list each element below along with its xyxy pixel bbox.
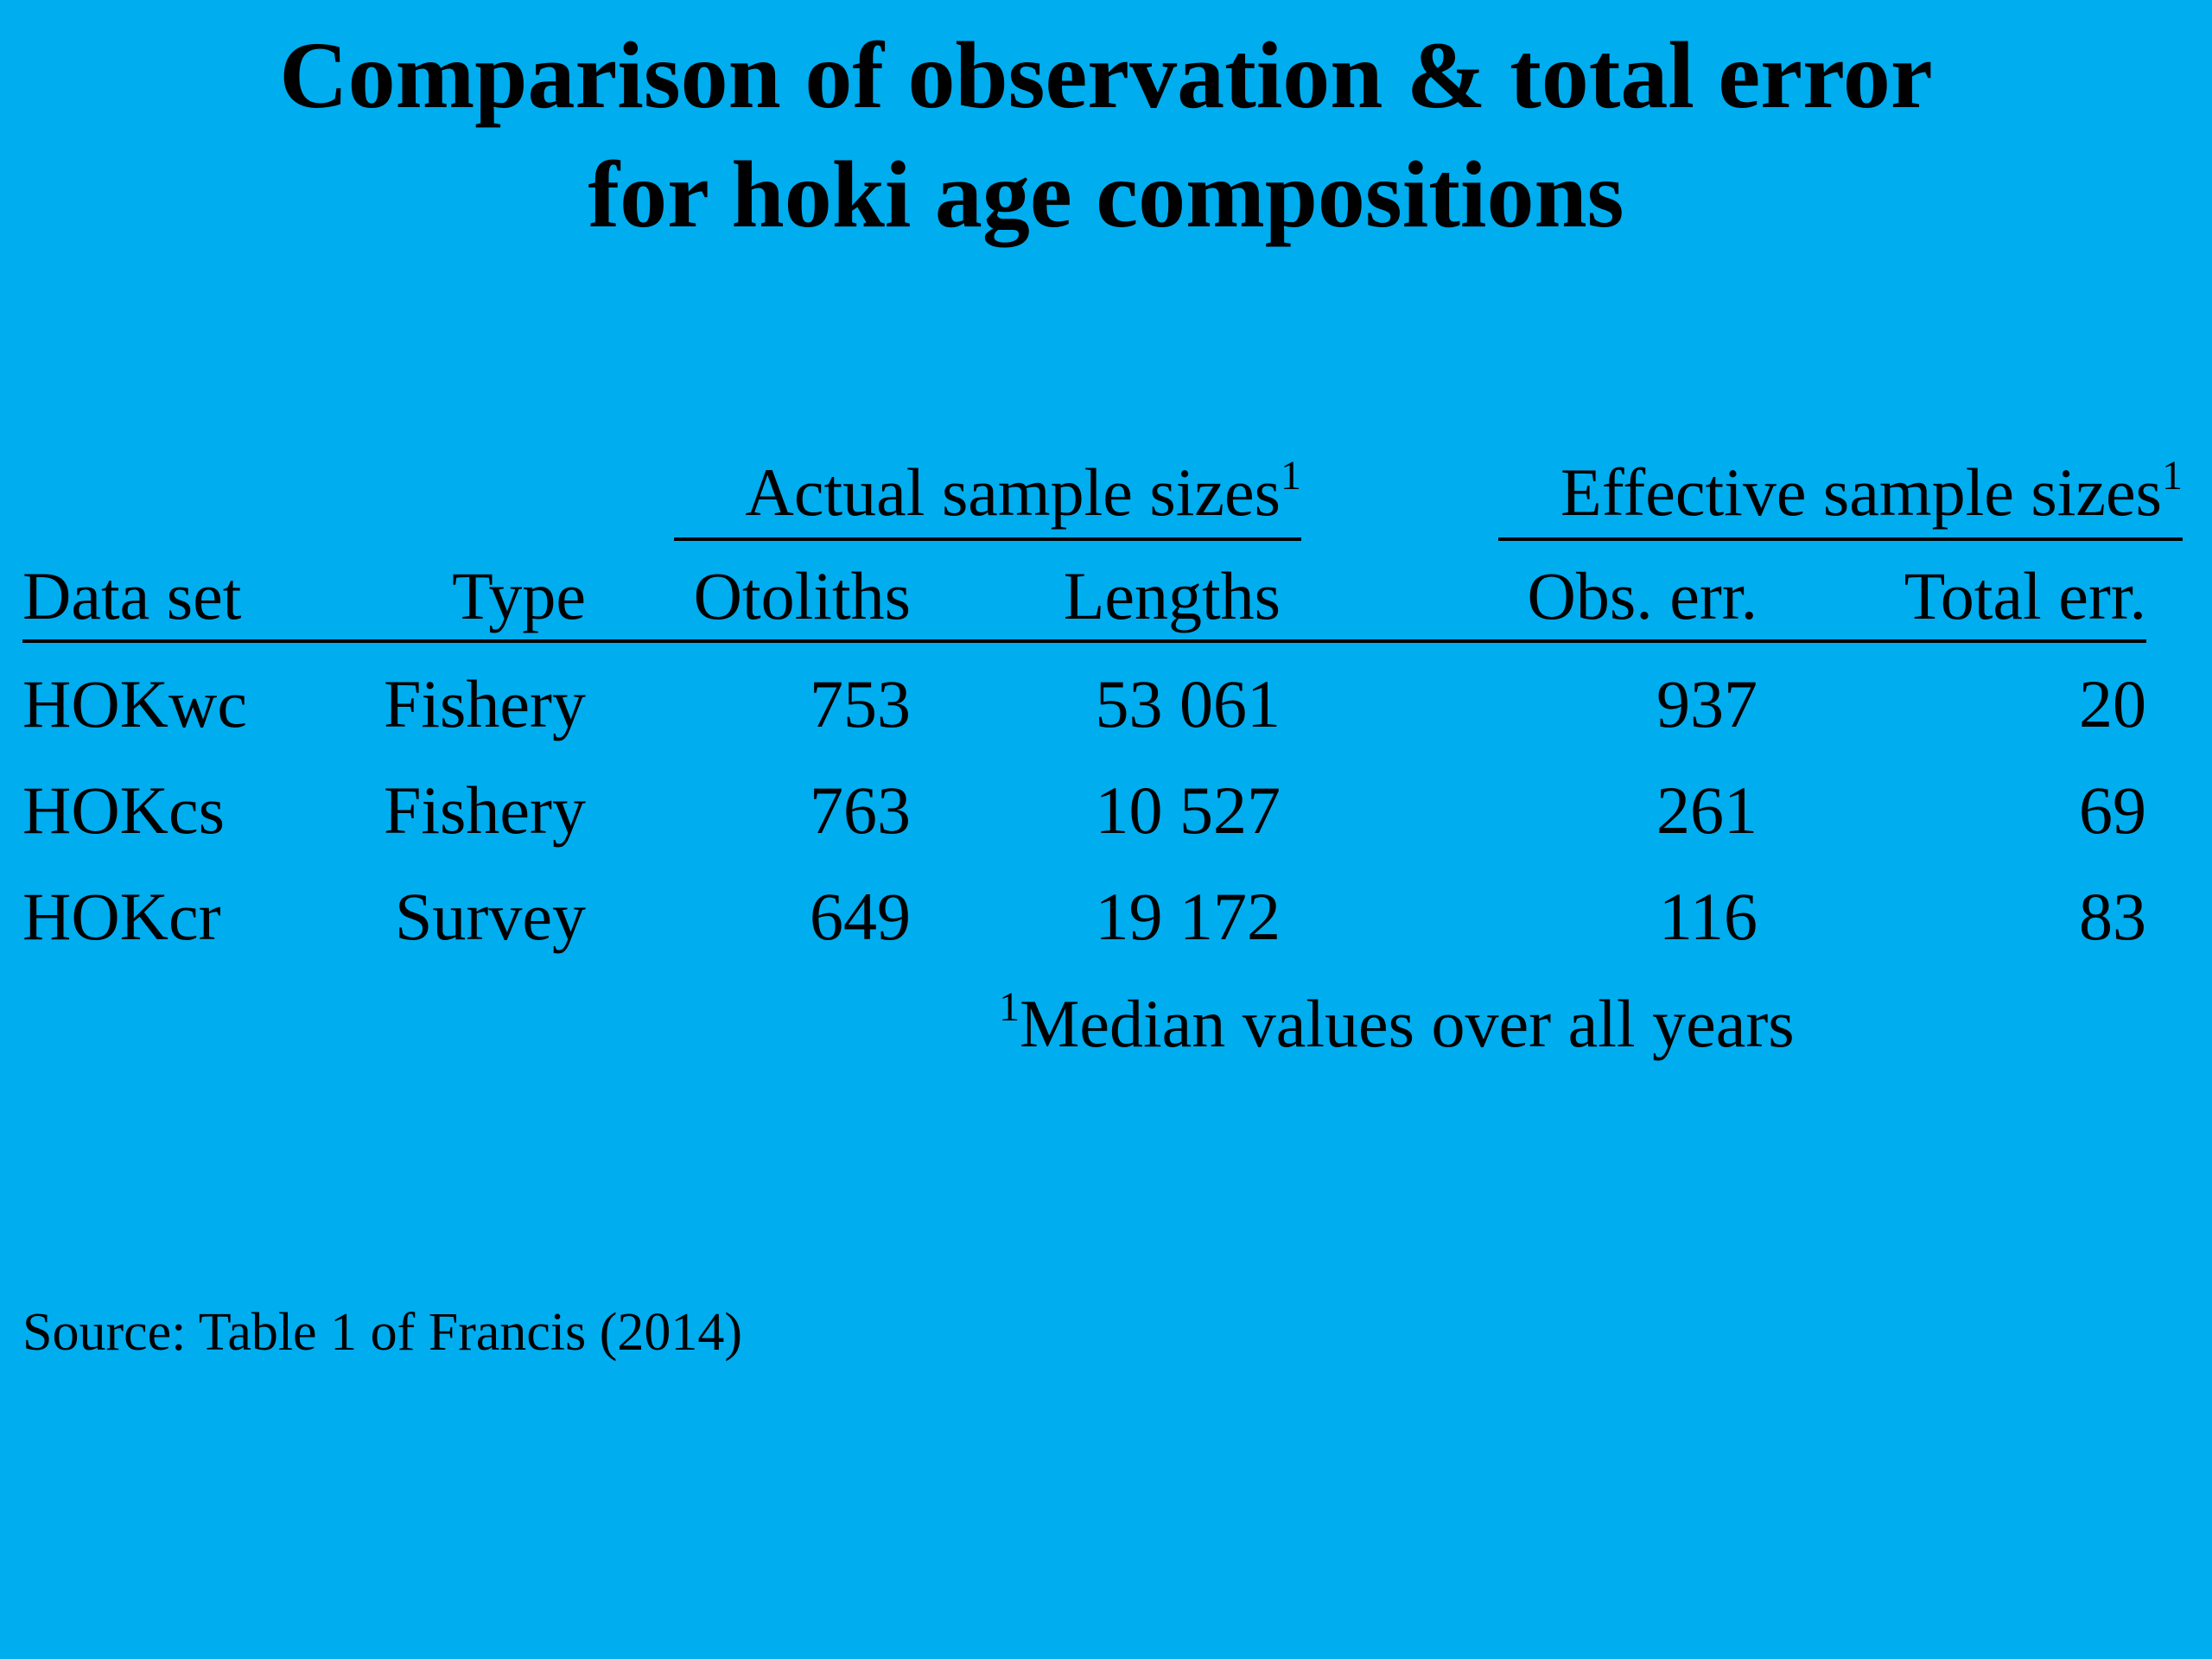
column-header-otoliths: Otoliths xyxy=(693,558,911,633)
table-cell-otoliths: 649 xyxy=(810,879,911,954)
source-citation: Source: Table 1 of Francis (2014) xyxy=(22,1303,743,1362)
table-cell-data-set: HOKcr xyxy=(22,879,221,954)
column-header-data-set: Data set xyxy=(22,558,242,633)
effective-sample-sizes-label: Effective sample sizes xyxy=(1560,454,2162,530)
table-cell-otoliths: 763 xyxy=(810,772,911,848)
effective-sample-sizes-header: Effective sample sizes1 xyxy=(1498,449,2183,541)
table-cell-type: Fishery xyxy=(384,772,586,848)
footnote-text: Median values over all years xyxy=(1020,986,1795,1061)
table-cell-otoliths: 753 xyxy=(810,666,911,741)
slide-title: Comparison of observation & total error … xyxy=(0,16,2212,254)
table-cell-obs-err: 937 xyxy=(1656,666,1758,741)
table-cell-data-set: HOKwc xyxy=(22,666,247,741)
table-cell-type: Fishery xyxy=(384,666,586,741)
actual-sample-sizes-header: Actual sample sizes1 xyxy=(674,449,1301,541)
table-cell-obs-err: 261 xyxy=(1656,772,1758,848)
table-cell-data-set: HOKcs xyxy=(22,772,225,848)
title-line-2: for hoki age compositions xyxy=(588,142,1624,247)
table-cell-lengths: 19 172 xyxy=(1095,879,1281,954)
table-cell-total-err: 69 xyxy=(2079,772,2146,848)
actual-footnote-marker: 1 xyxy=(1281,453,1301,499)
table-cell-lengths: 53 061 xyxy=(1095,666,1281,741)
table-cell-total-err: 83 xyxy=(2079,879,2146,954)
column-header-type: Type xyxy=(452,558,586,633)
footnote: 1Median values over all years xyxy=(999,981,1795,1067)
header-underline xyxy=(22,639,2146,643)
table-cell-lengths: 10 527 xyxy=(1095,772,1281,848)
table-cell-type: Survey xyxy=(395,879,586,954)
column-header-lengths: Lengths xyxy=(1063,558,1281,633)
title-line-1: Comparison of observation & total error xyxy=(279,22,1933,128)
effective-footnote-marker: 1 xyxy=(2162,453,2183,499)
footnote-marker: 1 xyxy=(999,984,1020,1030)
column-header-obs-err: Obs. err. xyxy=(1527,558,1758,633)
table-cell-obs-err: 116 xyxy=(1658,879,1758,954)
column-header-total-err: Total err. xyxy=(1904,558,2146,633)
actual-sample-sizes-label: Actual sample sizes xyxy=(745,454,1281,530)
table-cell-total-err: 20 xyxy=(2079,666,2146,741)
